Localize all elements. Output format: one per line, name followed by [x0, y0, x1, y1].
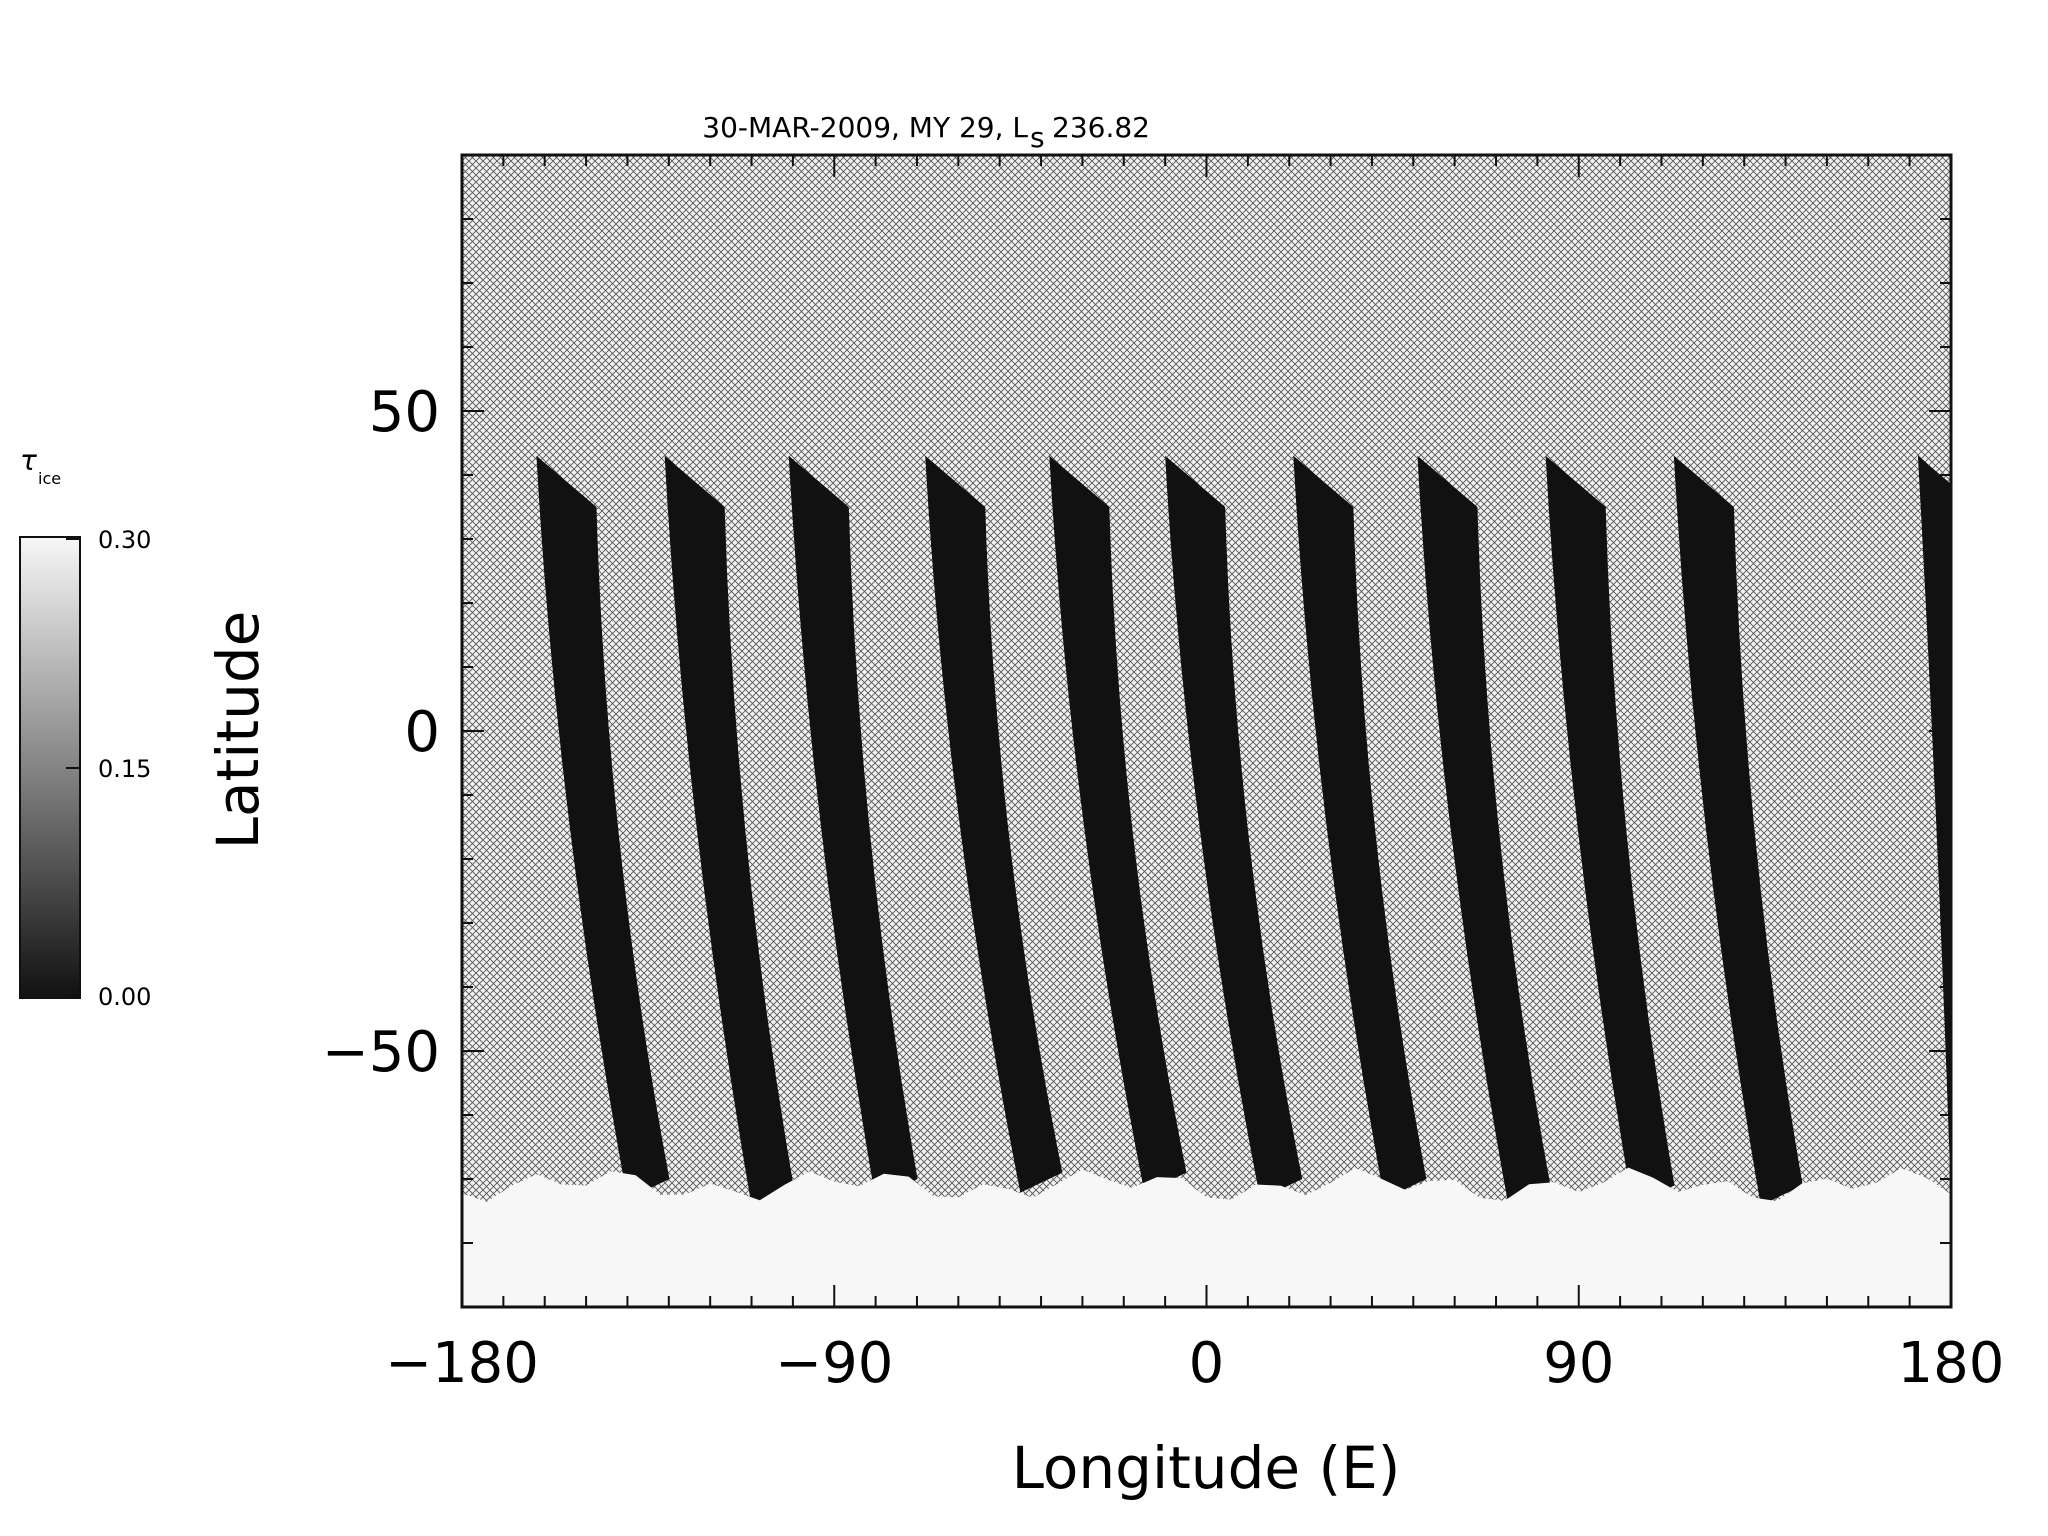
data-swath	[1293, 455, 1427, 1199]
chart-title: 30-MAR-2009, MY 29, L	[702, 111, 1028, 144]
colorbar-label: τ	[20, 444, 37, 477]
x-tick-label: 180	[1898, 1331, 2005, 1396]
y-tick-label: −50	[322, 1020, 440, 1085]
chart-title-text: 30-MAR-2009, MY 29, L	[702, 111, 1028, 144]
data-swath	[788, 455, 918, 1199]
south-polar-ice-region	[462, 1167, 1951, 1307]
data-swath	[664, 455, 794, 1206]
data-swath	[1917, 455, 1951, 1199]
data-swath	[1673, 455, 1803, 1206]
data-swath	[925, 455, 1063, 1193]
x-tick-label: −180	[385, 1331, 539, 1396]
data-swath	[536, 455, 670, 1199]
data-swath	[1049, 455, 1187, 1193]
data-swath	[1545, 455, 1675, 1206]
x-tick-label: 90	[1543, 1331, 1614, 1396]
colorbar-tick-label-mid: 0.15	[98, 755, 151, 783]
colorbar-label-subscript: ice	[38, 469, 61, 488]
x-axis-title: Longitude (E)	[1012, 1434, 1401, 1502]
data-swath	[1165, 455, 1303, 1199]
data-swath	[1417, 455, 1551, 1206]
colorbar-tick-label-min: 0.00	[98, 983, 151, 1011]
x-tick-label: 0	[1189, 1331, 1225, 1396]
colorbar-tick-label-max: 0.30	[98, 526, 151, 554]
chart-title-subscript: s	[1030, 121, 1045, 154]
y-axis-title: Latitude	[204, 611, 272, 850]
chart-title-value: 236.82	[1052, 111, 1150, 144]
y-tick-label: 0	[404, 700, 440, 765]
y-tick-label: 50	[369, 380, 440, 445]
x-tick-label: −90	[775, 1331, 893, 1396]
